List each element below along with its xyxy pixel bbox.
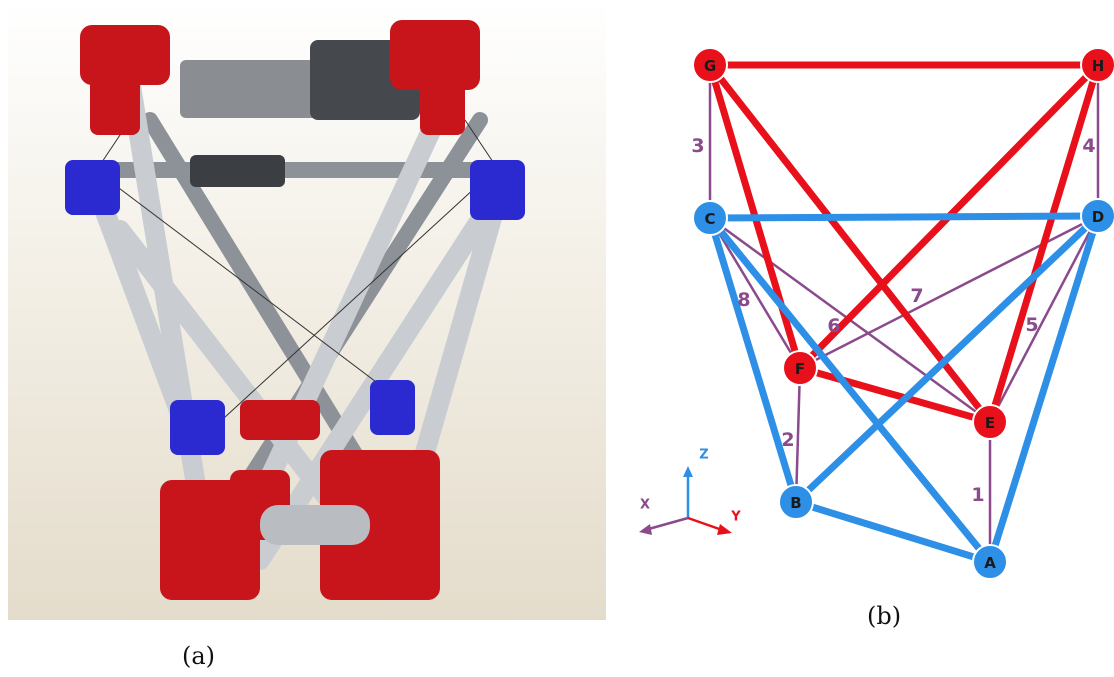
cable-label-5: 5 bbox=[1025, 314, 1038, 336]
node-a: A bbox=[972, 544, 1008, 580]
node-label: B bbox=[790, 494, 801, 512]
node-b: B bbox=[778, 484, 814, 520]
node-g: G bbox=[692, 47, 728, 83]
node-label: D bbox=[1092, 208, 1104, 226]
tensegrity-diagram-panel: G H C D F E B A 2 1 3 4 8 6 7 5 Z X Y (b) bbox=[612, 0, 1114, 677]
node-e: E bbox=[972, 404, 1008, 440]
node-circle bbox=[972, 544, 1008, 580]
strut-c-a bbox=[706, 214, 994, 566]
robot-render-image bbox=[8, 0, 606, 620]
z-axis-arrow bbox=[683, 466, 693, 477]
y-axis-label: Y bbox=[730, 510, 741, 525]
strut-f-e bbox=[796, 364, 994, 426]
cable-label-layer: 2 1 3 4 8 6 7 5 bbox=[691, 135, 1095, 506]
cable-label-6: 6 bbox=[827, 315, 840, 337]
node-circle bbox=[972, 404, 1008, 440]
robot-render-panel: (a) bbox=[8, 0, 606, 670]
strut-b-a bbox=[792, 498, 994, 566]
node-circle bbox=[1080, 198, 1114, 234]
axes-icon: Z X Y bbox=[639, 448, 741, 535]
cable-label-8: 8 bbox=[737, 289, 750, 311]
node-c: C bbox=[692, 200, 728, 236]
node-label: H bbox=[1092, 57, 1105, 75]
node-circle bbox=[692, 200, 728, 236]
cable-7 bbox=[799, 214, 1099, 370]
node-circle bbox=[1080, 47, 1114, 83]
cable-label-3: 3 bbox=[691, 135, 704, 157]
strut-d-b bbox=[792, 212, 1102, 506]
caption-b: (b) bbox=[867, 602, 902, 630]
strut-c-b bbox=[706, 214, 800, 506]
x-axis-line bbox=[644, 516, 689, 532]
y-axis-arrow bbox=[717, 524, 732, 535]
cable-label-4: 4 bbox=[1082, 135, 1095, 157]
tensegrity-diagram: G H C D F E B A 2 1 3 4 8 6 7 5 Z X Y bbox=[639, 47, 1114, 580]
x-axis-label: X bbox=[640, 498, 650, 513]
x-axis-arrow bbox=[639, 524, 652, 535]
node-label: C bbox=[704, 210, 715, 228]
cable-8 bbox=[708, 217, 802, 369]
node-circle bbox=[692, 47, 728, 83]
strut-layer bbox=[706, 61, 1102, 566]
node-circle bbox=[782, 350, 818, 386]
caption-a: (a) bbox=[182, 642, 216, 670]
cable-label-2: 2 bbox=[781, 429, 794, 451]
cable-label-1: 1 bbox=[971, 484, 984, 506]
strut-h-e bbox=[986, 61, 1102, 426]
z-axis-label: Z bbox=[699, 448, 708, 463]
strut-d-a bbox=[986, 212, 1102, 566]
cable-5 bbox=[988, 215, 1100, 423]
cable-2 bbox=[794, 367, 802, 503]
node-label: G bbox=[704, 57, 716, 75]
node-label: E bbox=[985, 414, 995, 432]
node-f: F bbox=[782, 350, 818, 386]
node-circle bbox=[778, 484, 814, 520]
cable-layer bbox=[708, 65, 1100, 562]
node-layer: G H C D F E B A bbox=[692, 47, 1114, 580]
node-label: A bbox=[984, 554, 996, 572]
node-label: F bbox=[795, 360, 805, 378]
strut-c-d bbox=[706, 212, 1102, 222]
node-h: H bbox=[1080, 47, 1114, 83]
node-d: D bbox=[1080, 198, 1114, 234]
cable-label-7: 7 bbox=[910, 285, 923, 307]
